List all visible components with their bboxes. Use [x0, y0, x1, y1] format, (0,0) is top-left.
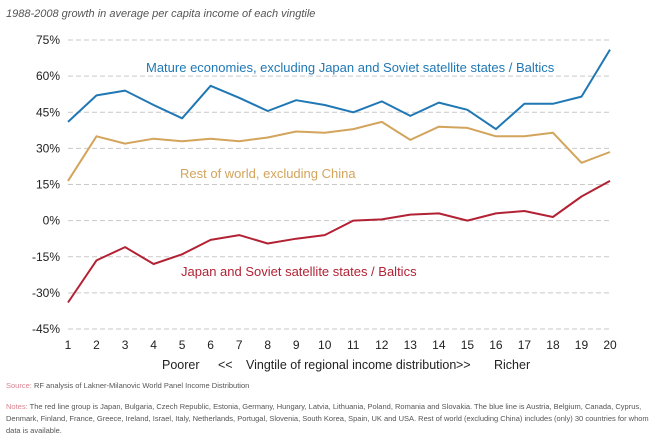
y-tick-label: 0%	[43, 214, 61, 228]
chart-subtitle: 1988-2008 growth in average per capita i…	[6, 8, 316, 20]
y-tick-label: -45%	[32, 322, 60, 336]
x-axis-label-left: Poorer	[162, 358, 200, 372]
x-tick-label: 9	[293, 338, 300, 352]
x-tick-label: 1	[65, 338, 72, 352]
series-label-gold: Rest of world, excluding China	[180, 166, 356, 181]
series-label-red: Japan and Soviet satellite states / Balt…	[181, 264, 417, 279]
gridlines	[68, 39, 610, 330]
series-labels: Mature economies, excluding Japan and So…	[146, 60, 555, 279]
x-tick-label: 20	[603, 338, 617, 352]
series-lines	[67, 49, 611, 304]
y-tick-label: 30%	[36, 141, 60, 155]
notes: Notes: The red line group is Japan, Bulg…	[6, 401, 664, 437]
series-label-blue: Mature economies, excluding Japan and So…	[146, 60, 555, 75]
source-note: Source: RF analysis of Lakner-Milanovic …	[6, 381, 249, 390]
series-line-red	[67, 180, 611, 304]
x-tick-label: 6	[207, 338, 214, 352]
y-tick-label: 60%	[36, 69, 60, 83]
x-tick-label: 16	[489, 338, 503, 352]
y-tick-label: -15%	[32, 250, 60, 264]
x-tick-label: 15	[461, 338, 475, 352]
x-axis-label-left-arrows: <<	[218, 358, 233, 372]
y-tick-label: 15%	[36, 178, 60, 192]
x-axis-label-center: Vingtile of regional income distribution	[246, 358, 456, 372]
notes-label: Notes:	[6, 402, 28, 411]
y-tick-label: -30%	[32, 286, 60, 300]
x-tick-label: 4	[150, 338, 157, 352]
x-tick-label: 13	[404, 338, 418, 352]
series-line-blue	[67, 49, 611, 131]
x-axis-label-right-arrows: >>	[456, 358, 471, 372]
x-axis-label: Poorer << Vingtile of regional income dist…	[162, 358, 530, 372]
series-line-gold	[67, 120, 611, 182]
y-tick-label: 75%	[36, 33, 60, 47]
x-tick-label: 17	[518, 338, 532, 352]
x-tick-label: 7	[236, 338, 243, 352]
x-tick-label: 14	[432, 338, 446, 352]
x-tick-label: 18	[546, 338, 560, 352]
x-tick-label: 8	[264, 338, 271, 352]
x-tick-label: 11	[347, 338, 360, 352]
x-axis-label-right: Richer	[494, 358, 530, 372]
x-tick-label: 3	[122, 338, 129, 352]
x-tick-label: 10	[318, 338, 332, 352]
x-tick-label: 12	[375, 338, 389, 352]
x-tick-label: 19	[575, 338, 589, 352]
source-text: RF analysis of Lakner-Milanovic World Pa…	[33, 381, 250, 390]
y-axis-ticks: -45% -30% -15% 0% 15% 30% 45% 60% 75%	[32, 33, 60, 336]
x-axis-ticks: 1 2 3 4 5 6 7 8 9 10 11 12 13 14 15 16 17 18 19 20	[65, 338, 617, 352]
notes-text: The red line group is Japan, Bulgaria, C…	[6, 402, 649, 435]
x-tick-label: 5	[179, 338, 186, 352]
source-label: Source:	[6, 381, 32, 390]
y-tick-label: 45%	[36, 105, 60, 119]
x-tick-label: 2	[93, 338, 100, 352]
